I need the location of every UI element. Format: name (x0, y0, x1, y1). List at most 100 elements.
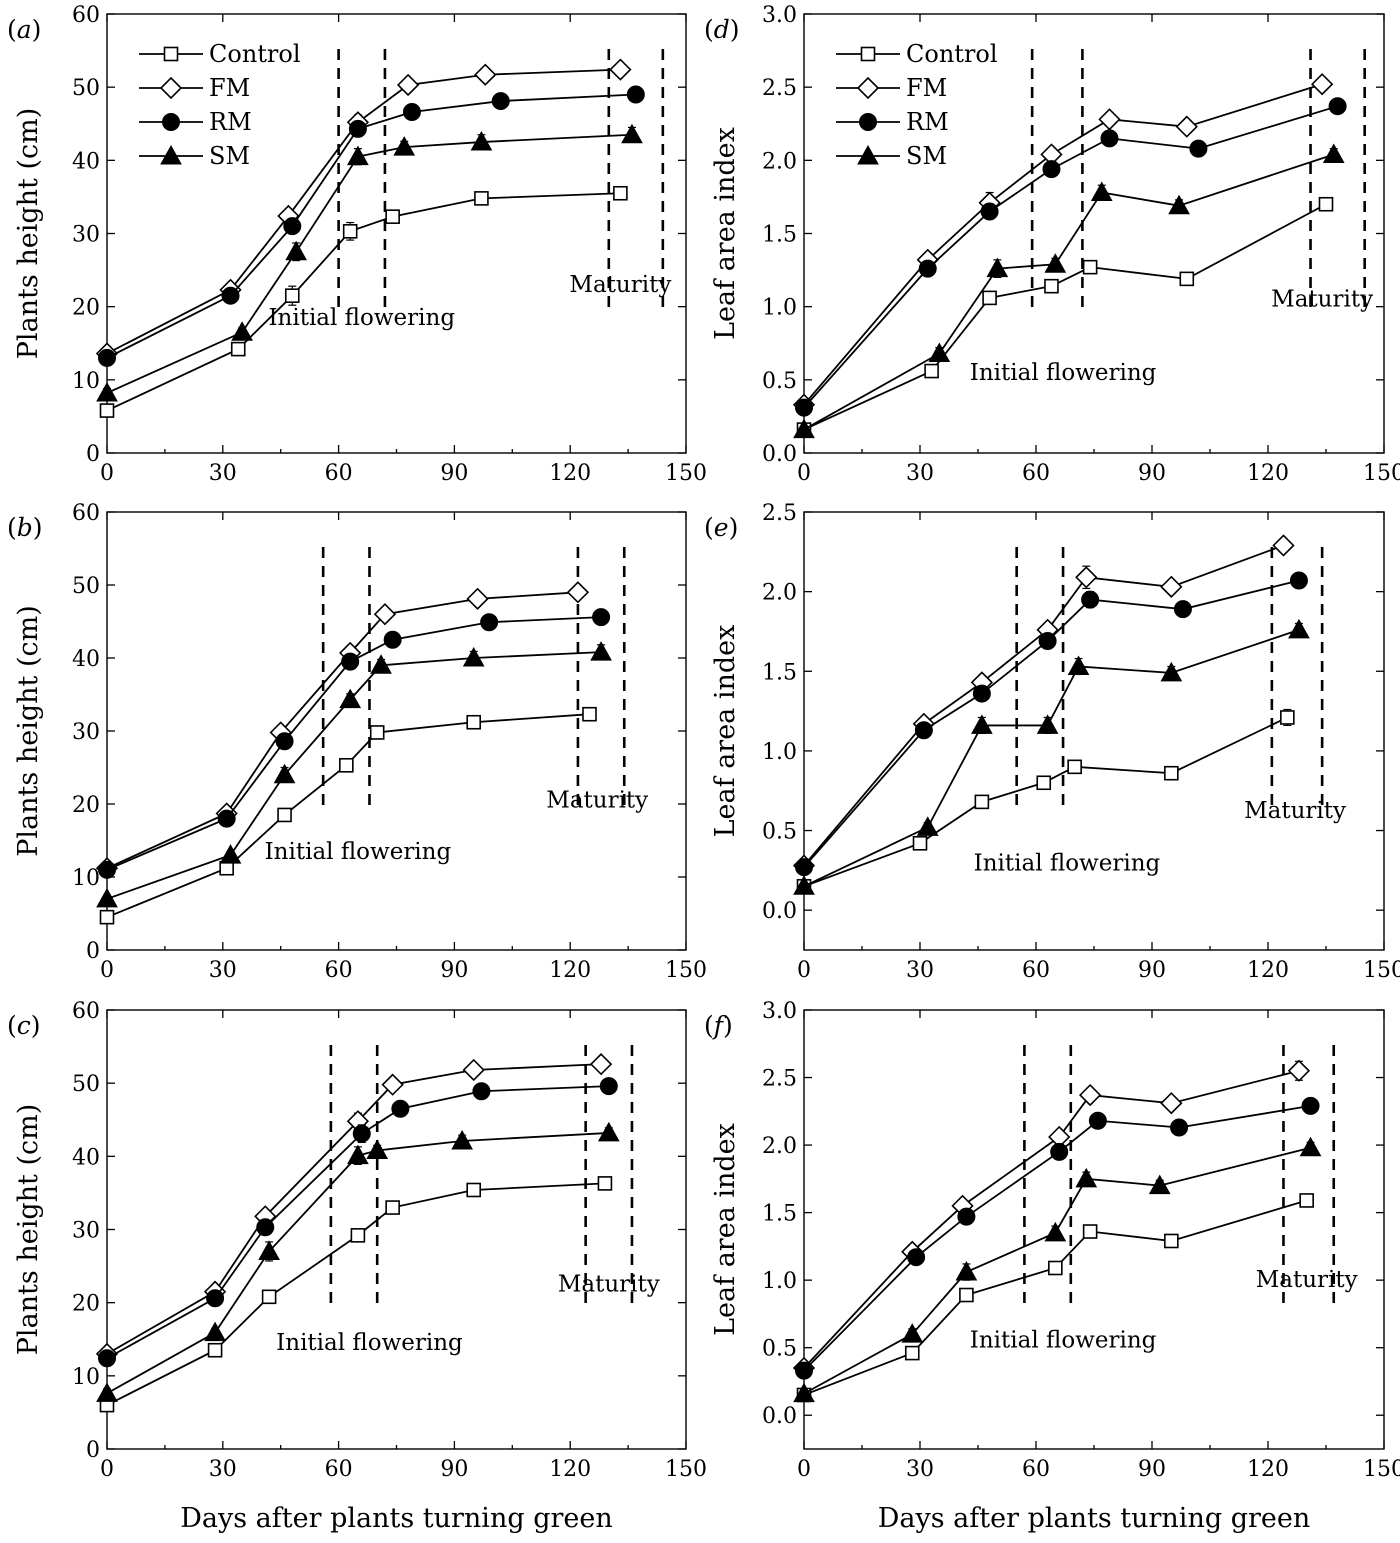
panel-label-close: ) (33, 513, 43, 542)
data-point (99, 909, 115, 925)
data-point (795, 1361, 813, 1380)
data-point (972, 684, 991, 703)
data-point (1289, 571, 1308, 590)
x-tick-label: 30 (209, 1457, 237, 1482)
series-line (106, 133, 633, 394)
data-point (907, 1248, 926, 1267)
data-point (396, 73, 420, 97)
data-point (1148, 1174, 1171, 1195)
data-point (626, 85, 645, 104)
legend: Control FM RM SM (139, 40, 301, 170)
y-tick-label: 0.0 (762, 1404, 797, 1429)
series-sm (793, 618, 1310, 895)
y-tick-label: 50 (72, 1072, 100, 1097)
stage-annotation: Maturity (1256, 1267, 1358, 1293)
data-point (474, 191, 489, 206)
series-control (796, 708, 1295, 894)
data-point (1088, 1111, 1107, 1130)
legend-label: Control (906, 40, 998, 68)
stage-annotation: Initial flowering (265, 839, 452, 865)
data-point (391, 1099, 410, 1118)
x-tick-label: 150 (1363, 958, 1400, 983)
data-point (795, 398, 813, 417)
data-point (370, 654, 392, 674)
plot-frame (106, 13, 687, 454)
data-point (955, 1261, 978, 1281)
series-line (803, 153, 1335, 431)
data-point (273, 763, 296, 784)
y-tick-label: 1.5 (762, 223, 797, 248)
y-tick-label: 2.0 (762, 581, 797, 606)
x-tick-label: 150 (1363, 461, 1400, 486)
x-axis-title: Days after plants turning green (180, 1503, 613, 1534)
stage-annotation: Maturity (558, 1272, 660, 1298)
data-point (207, 1342, 223, 1358)
series-control (99, 1176, 613, 1413)
series-fm (792, 534, 1295, 877)
panel-f: 0 30 60 90 120 150 0.0 0.5 1.0 1.5 2.0 2.5 3.0 Leaf a… (704, 999, 1400, 1482)
data-point (1042, 160, 1061, 179)
stage-annotation: Maturity (569, 272, 671, 298)
data-point (793, 1382, 815, 1403)
x-tick-label: 30 (209, 958, 237, 983)
data-point (980, 202, 999, 221)
data-point (589, 1053, 613, 1076)
x-tick-label: 150 (665, 461, 707, 486)
y-tick-label: 2.5 (762, 76, 797, 101)
data-point (793, 418, 815, 439)
series-line (106, 192, 621, 412)
y-tick-label: 0.0 (762, 899, 797, 924)
series-rm (98, 1077, 618, 1368)
legend-marker (859, 113, 877, 131)
panel-label-letter: d (714, 15, 730, 44)
series-sm (96, 123, 643, 402)
x-tick-label: 90 (1138, 461, 1166, 486)
x-tick-label: 0 (797, 1457, 811, 1482)
y-tick-label: 20 (72, 793, 100, 818)
y-axis-title: Plants height (cm) (13, 605, 44, 856)
legend-item-sm: SM (139, 142, 250, 170)
x-tick-label: 90 (440, 958, 468, 983)
data-point (974, 794, 990, 810)
data-point (1038, 632, 1057, 651)
y-tick-label: 30 (72, 1219, 100, 1244)
data-point (1299, 1136, 1322, 1157)
y-tick-label: 60 (72, 3, 100, 28)
data-point (1287, 1059, 1311, 1082)
data-point (914, 721, 933, 740)
panel-label-open: ( (704, 513, 714, 542)
data-point (1082, 259, 1098, 275)
legend-label: RM (906, 108, 949, 136)
y-tick-label: 2.5 (762, 501, 797, 526)
series-rm (98, 85, 645, 367)
series-fm (95, 1053, 613, 1366)
y-tick-label: 0.0 (762, 442, 797, 467)
series-rm (98, 608, 611, 879)
x-tick-label: 120 (549, 958, 591, 983)
data-point (1301, 1096, 1320, 1115)
data-point (1160, 1092, 1183, 1115)
y-tick-label: 60 (72, 501, 100, 526)
stage-annotation: Maturity (1244, 798, 1346, 824)
panel-label: (c) (7, 1011, 41, 1040)
panel-label: (a) (7, 15, 41, 44)
data-point (98, 1349, 116, 1368)
data-point (258, 1240, 280, 1260)
legend: Control FM RM SM (836, 40, 998, 170)
panel-label-open: ( (7, 1011, 17, 1040)
data-point (971, 714, 993, 734)
y-tick-label: 20 (72, 1292, 100, 1317)
data-point (219, 860, 234, 876)
stage-annotation: Maturity (546, 788, 648, 814)
y-tick-label: 1.0 (762, 1269, 797, 1294)
x-tick-label: 60 (325, 1457, 353, 1482)
legend-marker (856, 76, 880, 100)
legend-item-fm: FM (836, 74, 947, 102)
x-tick-label: 60 (325, 958, 353, 983)
panel-label: (f) (704, 1011, 733, 1040)
data-point (1164, 765, 1179, 781)
data-point (1170, 1118, 1189, 1137)
y-tick-label: 40 (72, 647, 100, 672)
x-tick-label: 60 (325, 461, 353, 486)
data-point (566, 581, 590, 604)
